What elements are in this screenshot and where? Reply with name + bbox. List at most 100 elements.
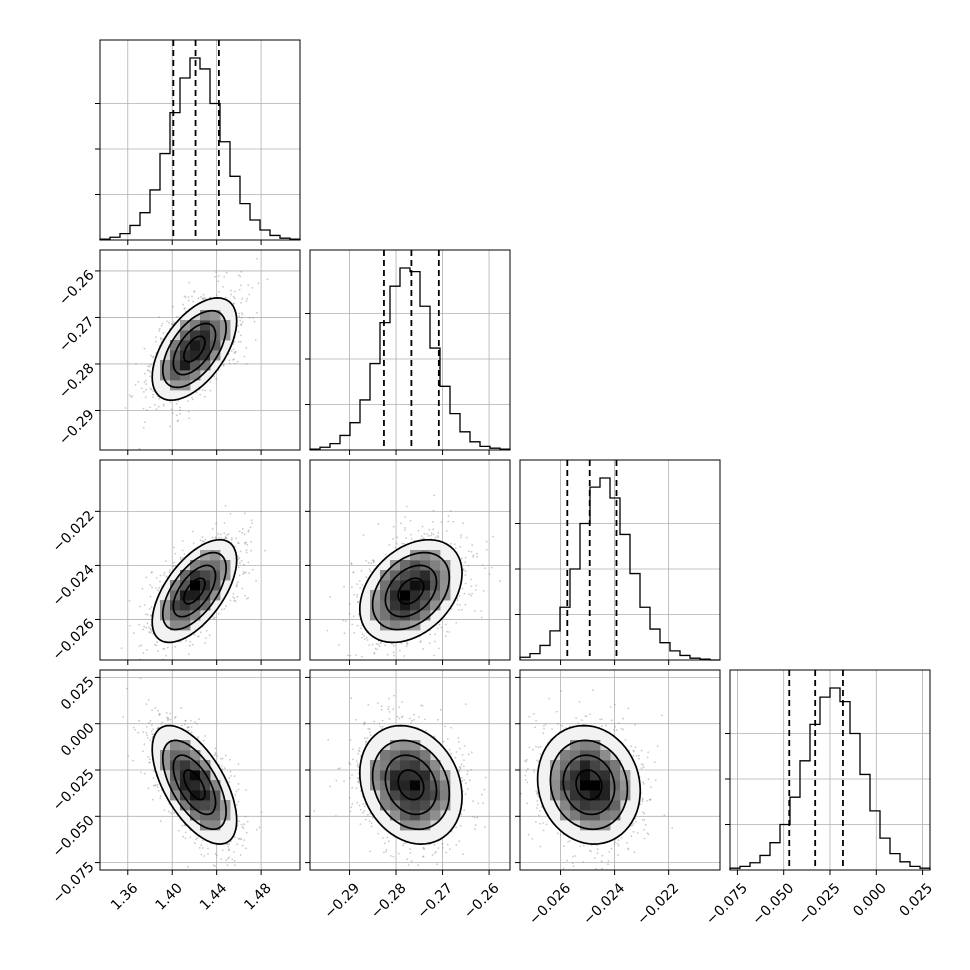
sample-point xyxy=(471,544,474,546)
sample-point xyxy=(590,844,593,847)
sample-point xyxy=(635,820,637,823)
sample-point xyxy=(608,851,611,853)
sample-point xyxy=(369,731,371,734)
sample-point xyxy=(622,717,624,720)
sample-point xyxy=(232,343,235,345)
sample-point xyxy=(266,278,269,281)
sample-point xyxy=(224,754,227,757)
sample-point xyxy=(491,566,493,569)
sample-point xyxy=(165,712,168,714)
sample-point xyxy=(237,274,240,277)
sample-point xyxy=(484,567,486,570)
sample-point xyxy=(400,716,403,719)
sample-point xyxy=(179,558,182,561)
sample-point xyxy=(607,860,610,862)
sample-point xyxy=(200,853,203,856)
sample-point xyxy=(440,521,443,523)
sample-point xyxy=(364,740,367,743)
sample-point xyxy=(184,719,187,722)
sample-point xyxy=(139,677,142,680)
sample-point xyxy=(155,408,158,411)
sample-point xyxy=(356,601,359,604)
sample-point xyxy=(234,297,236,300)
sample-point xyxy=(137,662,139,664)
sample-point xyxy=(345,620,347,622)
density-cell xyxy=(210,310,221,321)
sample-point xyxy=(431,854,434,856)
sample-point xyxy=(131,395,134,397)
sample-point xyxy=(211,528,214,530)
sample-point xyxy=(228,856,231,859)
sample-point xyxy=(146,369,149,372)
density-cell xyxy=(420,810,431,821)
sample-point xyxy=(646,756,649,759)
sample-point xyxy=(626,842,628,844)
sample-point xyxy=(450,542,452,545)
contour-2 xyxy=(384,564,438,618)
sample-point xyxy=(406,858,408,861)
sample-point xyxy=(458,766,461,768)
sample-point xyxy=(434,536,437,539)
x-tick-label: −0.025 xyxy=(796,880,844,928)
sample-point xyxy=(642,781,644,784)
sample-point xyxy=(632,822,635,825)
density-cell xyxy=(160,360,171,371)
sample-point xyxy=(245,871,247,873)
sample-point xyxy=(145,626,148,629)
density-cell xyxy=(620,780,631,791)
sample-point xyxy=(421,537,424,540)
sample-point xyxy=(607,863,609,866)
sample-point xyxy=(239,319,242,322)
sample-point xyxy=(441,842,444,845)
sample-point xyxy=(363,723,365,726)
sample-point xyxy=(238,530,241,533)
sample-point xyxy=(145,576,148,579)
sample-point xyxy=(461,776,463,779)
sample-point xyxy=(447,515,450,518)
sample-point xyxy=(343,780,345,783)
sample-point xyxy=(191,295,193,298)
sample-point xyxy=(464,703,467,705)
sample-point xyxy=(149,739,152,742)
sample-point xyxy=(196,635,199,638)
sample-point xyxy=(156,786,159,789)
sample-point xyxy=(357,749,360,752)
sample-point xyxy=(605,724,607,727)
sample-point xyxy=(215,753,217,756)
sample-point xyxy=(226,864,229,867)
sample-point xyxy=(233,352,236,355)
sample-point xyxy=(392,651,395,654)
sample-point xyxy=(601,718,603,720)
y-tick-label: −0.022 xyxy=(50,508,98,556)
sample-point xyxy=(379,725,382,728)
sample-point xyxy=(120,647,123,649)
sample-point xyxy=(153,770,155,772)
hist-panel-2 xyxy=(305,249,511,451)
density-cell xyxy=(160,760,171,771)
sample-point xyxy=(358,750,361,752)
sample-point xyxy=(145,703,148,706)
sample-point xyxy=(373,652,376,655)
sample-point xyxy=(226,843,229,846)
density-cell xyxy=(420,780,431,791)
sample-point xyxy=(169,812,172,814)
sample-point xyxy=(177,400,180,402)
sample-point xyxy=(237,566,240,569)
sample-point xyxy=(458,741,460,743)
sample-point xyxy=(214,275,216,278)
sample-point xyxy=(396,715,399,718)
sample-point xyxy=(409,848,411,850)
x-tick-label: −0.26 xyxy=(461,880,503,922)
density-cell xyxy=(440,780,451,791)
sample-point xyxy=(159,338,162,341)
density-cell xyxy=(380,610,391,621)
sample-point xyxy=(355,718,357,721)
sample-point xyxy=(454,547,457,549)
contour-4 xyxy=(151,538,238,644)
sample-point xyxy=(403,655,406,657)
density-cell xyxy=(590,820,601,831)
sample-point xyxy=(214,747,217,750)
contour-3 xyxy=(161,309,227,389)
sample-point xyxy=(149,608,151,610)
sample-point xyxy=(241,844,244,847)
